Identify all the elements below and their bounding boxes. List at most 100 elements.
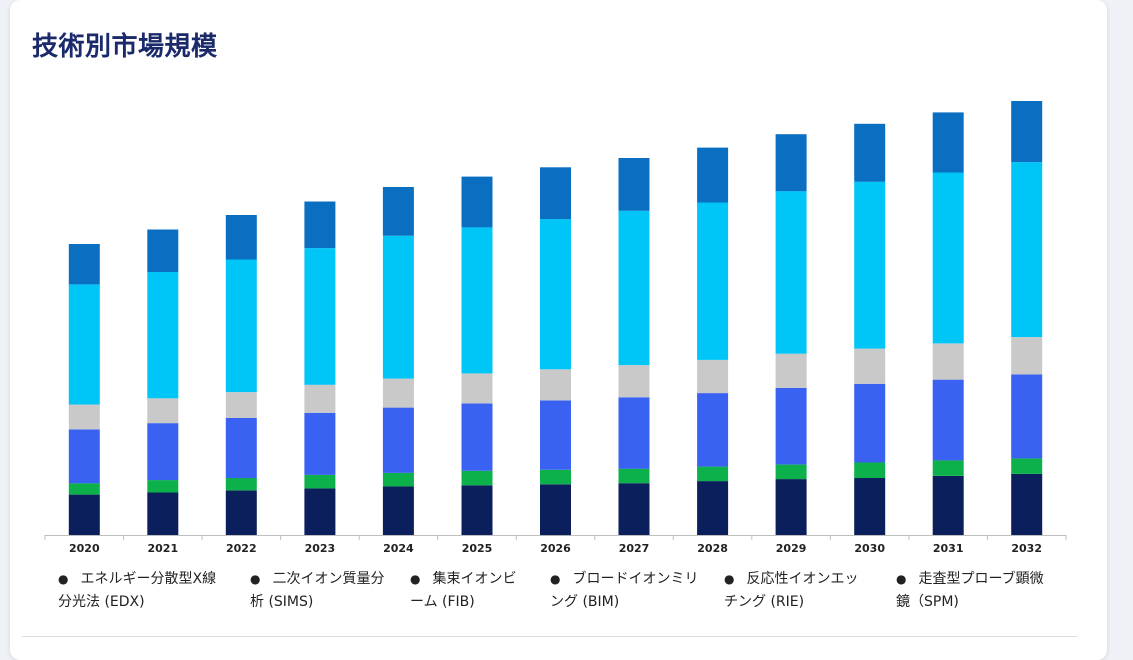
bar-segment-2025-s1 [461, 470, 493, 486]
x-tick-label: 2030 [854, 542, 885, 555]
bar-segment-2031-s2 [932, 379, 964, 461]
bullet-icon: ● [410, 572, 421, 586]
bullet-icon: ● [550, 572, 561, 586]
bar-segment-2031-s0 [932, 476, 964, 535]
bar-segment-2031-s1 [932, 460, 964, 476]
legend-item-bim: ● ブロードイオンミリ ング (BIM) [550, 568, 698, 614]
bar-segment-2023-s0 [304, 488, 336, 535]
bullet-icon: ● [250, 572, 261, 586]
bar-segment-2025-s2 [461, 403, 493, 471]
bar-segment-2028-s5 [697, 147, 729, 203]
bar-segment-2020-s4 [68, 284, 100, 405]
bar-segment-2032-s1 [1011, 458, 1043, 474]
legend-label-line1: エネルギー分散型X線 [80, 571, 217, 587]
bar-segment-2025-s4 [461, 227, 493, 374]
bar-segment-2020-s1 [68, 483, 100, 495]
bar-segment-2021-s3 [147, 398, 179, 424]
legend-label-line2: 分光法 (EDX) [58, 594, 145, 610]
bar-segment-2026-s4 [540, 219, 571, 370]
legend-item-fib: ● 集束イオンビ ーム (FIB) [410, 568, 516, 614]
bar-segment-2029-s2 [775, 387, 807, 465]
legend-label-line2: チング (RIE) [724, 594, 805, 610]
bullet-icon: ● [724, 572, 735, 586]
legend-label-line2: 析 (SIMS) [250, 594, 314, 610]
x-tick-label: 2024 [383, 542, 414, 555]
legend-item-sims: ● 二次イオン質量分 析 (SIMS) [250, 568, 384, 614]
bar-segment-2026-s0 [540, 484, 571, 536]
bar-segment-2021-s5 [147, 229, 179, 272]
bar-segment-2029-s5 [775, 134, 807, 192]
bar-segment-2026-s2 [540, 400, 571, 470]
bar-segment-2022-s2 [225, 418, 257, 479]
bar-segment-2027-s1 [618, 468, 650, 484]
bar-segment-2027-s5 [618, 158, 650, 211]
bar-segment-2024-s3 [382, 378, 414, 408]
bar-segment-2032-s5 [1011, 101, 1043, 163]
bar-segment-2023-s3 [304, 384, 336, 413]
bar-segment-2023-s5 [304, 201, 336, 249]
x-tick-label: 2029 [776, 542, 807, 555]
bar-segment-2026-s3 [540, 369, 571, 401]
bar-segment-2022-s5 [225, 215, 257, 260]
legend-label-line2: 鏡（SPM) [896, 594, 959, 610]
bar-segment-2023-s4 [304, 248, 336, 385]
bar-segment-2028-s0 [697, 481, 729, 535]
bar-segment-2032-s2 [1011, 374, 1043, 459]
chart-legend: ● エネルギー分散型X線 分光法 (EDX) ● 二次イオン質量分 析 (SIMS)… [48, 568, 1078, 620]
bar-segment-2029-s1 [775, 464, 807, 480]
bar-segment-2020-s3 [68, 404, 100, 430]
bar-segment-2031-s3 [932, 343, 964, 380]
legend-item-spm: ● 走査型プローブ顕微 鏡（SPM) [896, 568, 1044, 614]
bar-segment-2024-s5 [382, 187, 414, 236]
bullet-icon: ● [58, 572, 69, 586]
bar-segment-2030-s2 [854, 383, 886, 463]
bar-segment-2025-s0 [461, 485, 493, 535]
legend-item-rie: ● 反応性イオンエッ チング (RIE) [724, 568, 858, 614]
bar-segment-2020-s0 [68, 494, 100, 535]
bar-segment-2027-s3 [618, 365, 650, 398]
bar-segment-2032-s3 [1011, 337, 1043, 375]
bar-segment-2031-s5 [932, 112, 964, 173]
bar-segment-2030-s3 [854, 348, 886, 384]
bar-segment-2022-s0 [225, 490, 257, 535]
legend-label-line1: ブロードイオンミリ [572, 571, 699, 587]
bar-segment-2029-s4 [775, 191, 807, 354]
bar-segment-2022-s1 [225, 478, 257, 491]
bar-segment-2029-s0 [775, 479, 807, 535]
bar-segment-2030-s1 [854, 462, 886, 478]
bullet-icon: ● [896, 572, 907, 586]
bar-segment-2032-s4 [1011, 162, 1043, 338]
bar-segment-2021-s2 [147, 423, 179, 481]
x-tick-label: 2031 [933, 542, 964, 555]
bar-segment-2028-s2 [697, 393, 729, 467]
bar-segment-2030-s0 [854, 478, 886, 535]
bar-segment-2024-s0 [382, 486, 414, 535]
legend-item-edx: ● エネルギー分散型X線 分光法 (EDX) [58, 568, 216, 614]
bar-segment-2026-s5 [540, 167, 571, 220]
bar-segment-2023-s1 [304, 474, 336, 489]
legend-label-line1: 集束イオンビ [432, 571, 517, 587]
legend-label-line2: ング (BIM) [550, 594, 620, 610]
footer-divider [22, 636, 1078, 637]
stacked-bar-chart: 2020 2021 2022 2023 2024 2025 2026 2027 2028 2029… [44, 101, 1067, 555]
x-tick-label: 2023 [305, 542, 336, 555]
bar-segment-2026-s1 [540, 469, 571, 485]
legend-label-line1: 反応性イオンエッ [746, 571, 859, 587]
legend-label-line2: ーム (FIB) [410, 594, 475, 610]
bar-segment-2021-s0 [147, 492, 179, 535]
bar-segment-2025-s5 [461, 176, 493, 228]
bar-segment-2029-s3 [775, 353, 807, 388]
bar-segment-2030-s4 [854, 181, 886, 349]
bar-segment-2027-s4 [618, 210, 650, 366]
chart-title: 技術別市場規模 [32, 32, 218, 62]
legend-label-line1: 走査型プローブ顕微 [918, 571, 1044, 587]
bar-segment-2021-s1 [147, 480, 179, 493]
legend-label-line1: 二次イオン質量分 [272, 571, 385, 587]
bar-segment-2022-s4 [225, 259, 257, 393]
bar-segment-2021-s4 [147, 271, 179, 399]
x-tick-label: 2032 [1011, 542, 1042, 555]
x-tick-label: 2022 [226, 542, 257, 555]
x-tick-label: 2025 [462, 542, 493, 555]
bar-segment-2032-s0 [1011, 473, 1043, 535]
x-tick-label: 2028 [697, 542, 728, 555]
